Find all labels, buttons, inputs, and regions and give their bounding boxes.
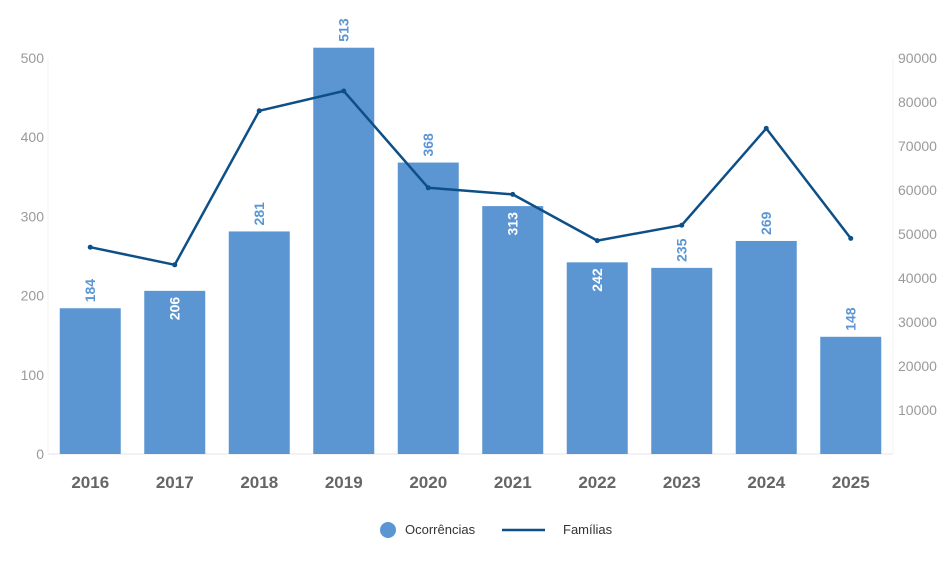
x-tick-label: 2025 [832, 473, 870, 492]
line-point [87, 244, 93, 250]
y-right-tick-label: 50000 [898, 226, 937, 242]
bar-data-label: 269 [758, 211, 774, 235]
line-point [679, 222, 685, 228]
line-series [87, 88, 854, 268]
bar [651, 267, 713, 454]
line-point [763, 125, 769, 131]
data-labels: 184 206 281 513 368 313 242 235 269 148 [82, 18, 859, 331]
bar [820, 336, 882, 454]
line-point [256, 108, 262, 114]
y-right-tick-label: 10000 [898, 402, 937, 418]
x-axis: 2016 2017 2018 2019 2020 2021 2022 2023 2024 2025 [71, 473, 869, 492]
line-point [594, 238, 600, 244]
bar [735, 240, 797, 454]
line-path [89, 89, 852, 267]
x-tick-label: 2017 [156, 473, 194, 492]
bar [313, 47, 375, 454]
y-right-tick-label: 60000 [898, 182, 937, 198]
y-right-tick-label: 30000 [898, 314, 937, 330]
bar [228, 231, 290, 454]
y-right-tick-label: 40000 [898, 270, 937, 286]
bar-data-label: 368 [420, 133, 436, 157]
y-right-tick-label: 90000 [898, 50, 937, 66]
bar-data-label: 313 [505, 212, 521, 236]
y-left-tick-label: 400 [21, 129, 45, 145]
bar [59, 308, 121, 454]
x-tick-label: 2018 [240, 473, 278, 492]
y-left-axis: 0 100 200 300 400 500 [21, 50, 45, 462]
line-point [172, 262, 178, 268]
line-point [510, 191, 516, 197]
line-point [848, 235, 854, 241]
bar [397, 162, 459, 454]
y-left-tick-label: 500 [21, 50, 45, 66]
legend-label: Famílias [563, 522, 613, 537]
bar [566, 262, 628, 454]
bar-data-label: 206 [167, 297, 183, 321]
x-tick-label: 2024 [747, 473, 785, 492]
legend-bar-marker [380, 522, 396, 538]
bar-data-label: 242 [589, 268, 605, 292]
bar-data-label: 148 [843, 307, 859, 331]
x-tick-label: 2019 [325, 473, 363, 492]
x-tick-label: 2022 [578, 473, 616, 492]
line-point [341, 88, 347, 94]
y-left-tick-label: 100 [21, 367, 45, 383]
y-right-tick-label: 80000 [898, 94, 937, 110]
x-tick-label: 2020 [409, 473, 447, 492]
y-right-tick-label: 20000 [898, 358, 937, 374]
bar-data-label: 184 [82, 279, 98, 303]
x-tick-label: 2016 [71, 473, 109, 492]
bar-data-label: 513 [336, 18, 352, 42]
legend: Ocorrências Famílias [380, 522, 613, 538]
y-right-axis: 10000 20000 30000 40000 50000 60000 70000 80000… [898, 50, 937, 418]
x-tick-label: 2021 [494, 473, 532, 492]
x-tick-label: 2023 [663, 473, 701, 492]
y-left-tick-label: 200 [21, 288, 45, 304]
y-right-tick-label: 70000 [898, 138, 937, 154]
bar [482, 206, 544, 454]
bar-data-label: 281 [251, 202, 267, 226]
bar-data-label: 235 [674, 238, 690, 262]
y-left-tick-label: 0 [36, 446, 44, 462]
bar [144, 290, 206, 454]
legend-label: Ocorrências [405, 522, 476, 537]
line-point [425, 185, 431, 191]
bar-series [59, 47, 882, 454]
y-left-tick-label: 300 [21, 208, 45, 224]
